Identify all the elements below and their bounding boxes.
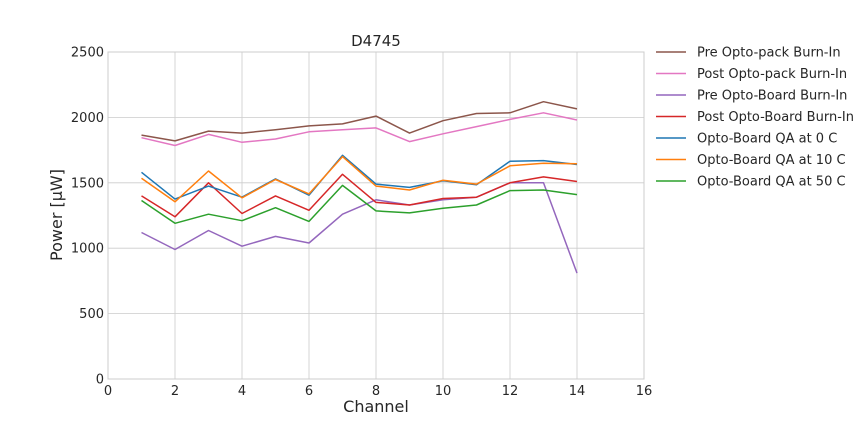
legend-item: Opto-Board QA at 10 C bbox=[656, 153, 846, 168]
series-lines bbox=[141, 100, 578, 274]
series-line-post-opto-pack-burn-in bbox=[141, 112, 578, 147]
legend-label: Post Opto-pack Burn-In bbox=[697, 67, 847, 82]
legend-label: Pre Opto-Board Burn-In bbox=[697, 89, 847, 104]
y-tick-label: 0 bbox=[96, 373, 104, 388]
plot-frame bbox=[107, 51, 645, 380]
legend-item: Opto-Board QA at 50 C bbox=[656, 175, 846, 190]
y-tick-labels: 0 500 1000 1500 2000 2500 bbox=[71, 46, 104, 388]
y-tick-label: 1500 bbox=[71, 176, 104, 191]
series-line-opto-board-qa-at-10-c bbox=[141, 155, 578, 203]
series-line-opto-board-qa-at-50-c bbox=[141, 184, 578, 225]
legend-item: Post Opto-Board Burn-In bbox=[656, 110, 854, 125]
x-tick-label: 10 bbox=[435, 384, 452, 399]
x-tick-label: 14 bbox=[569, 384, 586, 399]
plot-border bbox=[107, 51, 645, 380]
x-tick-label: 6 bbox=[305, 384, 313, 399]
series-line-pre-opto-board-burn-in bbox=[141, 182, 578, 274]
y-axis-label: Power [μW] bbox=[47, 169, 66, 261]
legend-label: Opto-Board QA at 0 C bbox=[697, 132, 837, 147]
grid-lines bbox=[107, 51, 645, 380]
series-line-opto-board-qa-at-0-c bbox=[141, 154, 578, 200]
x-axis-label: Channel bbox=[343, 397, 409, 416]
x-tick-label: 4 bbox=[238, 384, 246, 399]
y-tick-label: 2000 bbox=[71, 111, 104, 126]
series-line-post-opto-board-burn-in bbox=[141, 173, 578, 218]
x-tick-label: 16 bbox=[636, 384, 653, 399]
legend: Pre Opto-pack Burn-In Post Opto-pack Burn… bbox=[656, 46, 854, 190]
chart-title: D4745 bbox=[351, 32, 401, 50]
legend-item: Pre Opto-Board Burn-In bbox=[656, 89, 847, 104]
legend-label: Opto-Board QA at 10 C bbox=[697, 153, 846, 168]
legend-label: Opto-Board QA at 50 C bbox=[697, 175, 846, 190]
y-tick-label: 2500 bbox=[71, 46, 104, 61]
legend-label: Pre Opto-pack Burn-In bbox=[697, 46, 841, 61]
y-tick-label: 500 bbox=[79, 307, 104, 322]
legend-item: Pre Opto-pack Burn-In bbox=[656, 46, 841, 61]
series-line-pre-opto-pack-burn-in bbox=[141, 100, 578, 142]
legend-item: Post Opto-pack Burn-In bbox=[656, 67, 847, 82]
x-tick-labels: 0 2 4 6 8 10 12 14 16 bbox=[104, 384, 652, 399]
legend-item: Opto-Board QA at 0 C bbox=[656, 132, 837, 147]
x-tick-label: 8 bbox=[372, 384, 380, 399]
x-tick-label: 12 bbox=[502, 384, 519, 399]
legend-label: Post Opto-Board Burn-In bbox=[697, 110, 854, 125]
x-tick-label: 0 bbox=[104, 384, 112, 399]
x-tick-label: 2 bbox=[171, 384, 179, 399]
y-tick-label: 1000 bbox=[71, 242, 104, 257]
